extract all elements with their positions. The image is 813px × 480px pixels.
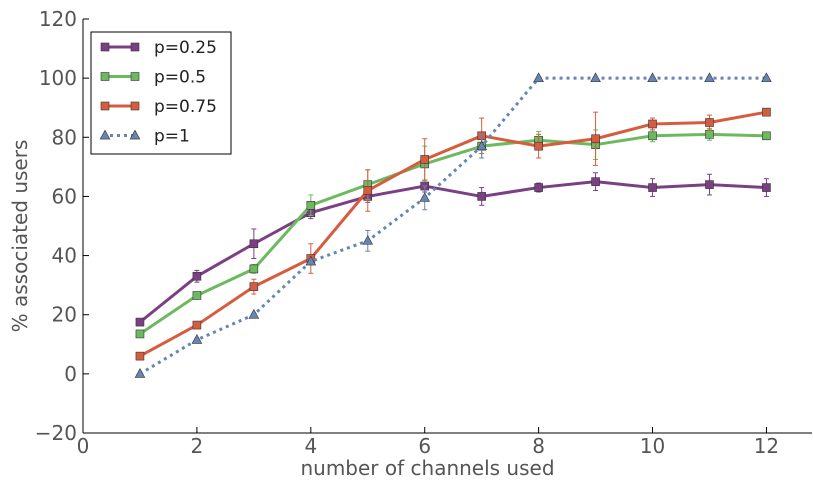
data-point — [705, 180, 714, 189]
data-point — [192, 320, 202, 330]
legend-marker — [130, 72, 140, 81]
data-point — [705, 130, 714, 139]
data-point — [363, 186, 373, 195]
data-point — [762, 131, 771, 141]
plot-frame — [82, 19, 812, 434]
data-point — [591, 177, 600, 186]
x-tick-label: 10 — [640, 434, 665, 458]
y-tick-label: 60 — [52, 184, 77, 208]
data-point — [419, 192, 431, 202]
data-point — [648, 119, 657, 129]
legend-label: p=0.25 — [154, 38, 217, 58]
x-axis-label: number of channels used — [300, 456, 554, 480]
data-point — [135, 351, 145, 361]
data-point — [534, 141, 543, 151]
x-tick-label: 0 — [77, 434, 90, 458]
data-point — [135, 329, 145, 339]
data-point — [761, 72, 772, 83]
legend-marker — [130, 101, 140, 111]
x-tick-label: 4 — [304, 434, 317, 458]
data-point — [534, 183, 543, 192]
legend: p=0.25 p=0.5 p=0.75 p=1 — [90, 31, 232, 155]
series-line — [139, 180, 767, 324]
data-point — [135, 317, 145, 327]
y-axis-label: % associated users — [8, 140, 32, 333]
x-tick-label: 12 — [754, 434, 779, 458]
x-tick-label: 2 — [191, 434, 204, 458]
y-tick-label: 20 — [52, 303, 77, 327]
series-line — [139, 110, 767, 358]
data-point — [705, 118, 714, 127]
data-point — [762, 107, 771, 117]
data-point — [248, 308, 260, 319]
data-point — [192, 291, 202, 300]
data-point — [249, 264, 259, 274]
x-tick-label: 6 — [418, 434, 431, 458]
data-point — [647, 72, 658, 83]
legend-marker — [100, 101, 110, 111]
data-point — [192, 271, 202, 281]
y-tick-label: 80 — [52, 125, 77, 149]
data-point — [648, 183, 657, 192]
data-point — [249, 282, 259, 291]
data-point — [249, 239, 259, 249]
data-point — [762, 183, 771, 192]
legend-label: p=0.5 — [154, 68, 206, 88]
series-3 — [134, 72, 772, 378]
data-point — [477, 192, 486, 201]
series-1 — [135, 127, 771, 339]
y-tick-label: 0 — [64, 362, 77, 386]
legend-marker — [100, 72, 110, 81]
data-point — [305, 255, 317, 266]
data-point — [533, 72, 544, 83]
legend-marker — [129, 129, 141, 140]
data-point — [306, 201, 316, 210]
data-point — [420, 155, 430, 164]
legend-marker — [130, 42, 140, 52]
y-tick-label: 100 — [39, 66, 77, 90]
data-point — [191, 334, 203, 344]
data-point — [648, 131, 657, 141]
series-layer — [134, 72, 772, 378]
data-point — [590, 72, 601, 83]
data-point — [591, 134, 600, 144]
series-line — [139, 132, 767, 336]
data-point — [362, 234, 374, 245]
data-point — [476, 140, 487, 151]
x-tick-label: 8 — [532, 434, 545, 458]
data-point — [134, 368, 146, 378]
legend-marker — [99, 129, 111, 140]
data-point — [704, 72, 715, 83]
y-tick-label: 120 — [39, 7, 77, 31]
legend-marker — [100, 42, 110, 52]
legend-label: p=1 — [154, 127, 190, 147]
legend-label: p=0.75 — [154, 97, 217, 117]
legend-box — [90, 31, 232, 155]
y-tick-label: 40 — [52, 244, 77, 268]
y-tick-label: −20 — [35, 421, 77, 445]
